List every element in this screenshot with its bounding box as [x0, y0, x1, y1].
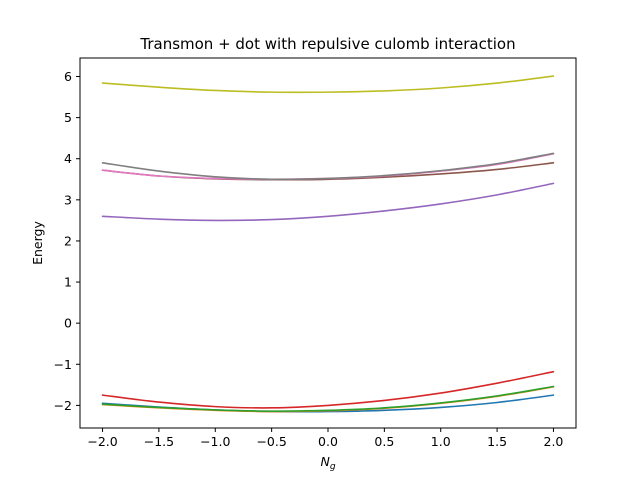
y-tick-label: 3	[64, 192, 72, 207]
y-tick-label: 6	[64, 69, 72, 84]
x-axis: −2.0 −1.5 −1.0 −0.5 0.0 0.5 1.0 1.5 2.0	[87, 428, 563, 449]
x-tick-label: 1.0	[431, 434, 451, 449]
x-tick-label: −2.0	[87, 434, 117, 449]
x-tick-label: 2.0	[544, 434, 564, 449]
x-axis-label: Ng	[320, 454, 335, 472]
series-line-4	[101, 370, 555, 409]
chart-title: Transmon + dot with repulsive culomb int…	[139, 35, 515, 53]
y-tick-label: 0	[64, 316, 72, 331]
x-tick-label: −0.5	[256, 434, 286, 449]
x-axis-label-subscript: g	[330, 462, 336, 472]
y-tick-label: −2	[54, 398, 72, 413]
y-axis: −2 −1 0 1 2 3 4 5 6	[54, 69, 80, 413]
y-tick-label: 2	[64, 233, 72, 248]
x-axis-label-main: N	[320, 454, 330, 469]
y-tick-label: 5	[64, 110, 72, 125]
series-line-5	[101, 182, 555, 222]
series-line-7	[101, 152, 555, 181]
y-tick-label: 4	[64, 151, 72, 166]
series-line-8	[101, 152, 555, 181]
x-tick-label: 1.5	[487, 434, 507, 449]
series-line-9	[101, 75, 555, 94]
x-tick-label: −1.0	[200, 434, 230, 449]
series-line-3	[101, 385, 555, 412]
y-axis-label: Energy	[30, 221, 45, 265]
plot-area	[101, 75, 555, 413]
y-tick-label: −1	[54, 357, 72, 372]
axes-frame	[79, 57, 577, 429]
x-tick-label: 0.5	[374, 434, 394, 449]
y-tick-label: 1	[64, 275, 72, 290]
x-tick-label: −1.5	[144, 434, 174, 449]
x-tick-label: 0.0	[318, 434, 338, 449]
